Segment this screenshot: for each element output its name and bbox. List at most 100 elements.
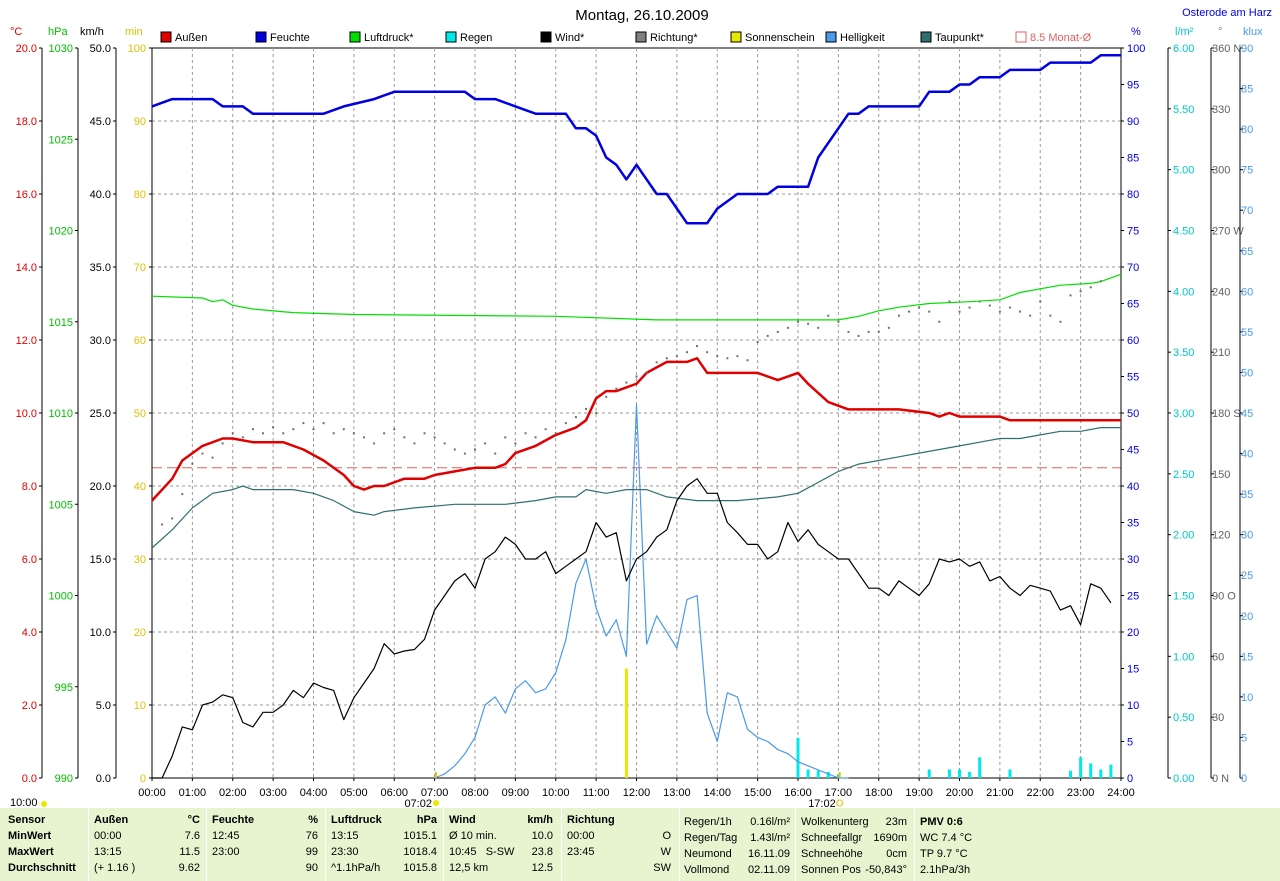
aussen-trend: (+ 1.16 ): [94, 862, 136, 874]
legend-swatch-8: [920, 31, 932, 43]
line-außen: [151, 357, 1121, 502]
rain-axis-label-0: 0.00: [1173, 773, 1194, 785]
dot-richtung-66: [827, 314, 830, 317]
dot-richtung-86: [1029, 314, 1032, 317]
rain-axis-label-2: 1.00: [1173, 651, 1194, 663]
dot-richtung-73: [897, 314, 900, 317]
time-markers: 10:00 07:02 17:02: [10, 772, 844, 808]
vollmond-value: 02.11.09: [747, 864, 790, 876]
x-label-18: 18:00: [865, 787, 893, 799]
aussen-avg-value: 9.62: [178, 862, 200, 874]
aussen-column: Außen °C 00:00 7.6 13:15 11.5 (+ 1.16 ) 9.62: [94, 812, 200, 876]
hpa-axis-label-7: 1025: [49, 134, 73, 146]
dot-richtung-84: [1008, 306, 1011, 309]
klux-axis-label-11: 55: [1241, 327, 1253, 339]
x-label-13: 13:00: [663, 787, 691, 799]
dot-richtung-87: [1039, 300, 1042, 303]
klux-axis-label-4: 20: [1241, 611, 1253, 623]
left-unit-1: hPa: [48, 26, 68, 38]
dot-richtung-75: [918, 306, 921, 309]
hpa-axis-label-6: 1020: [49, 226, 73, 238]
regen-tag-label: Regen/Tag: [684, 832, 738, 844]
dot-richtung-63: [797, 320, 799, 323]
sunrise-icon: [432, 800, 439, 806]
dot-richtung-68: [847, 330, 850, 333]
feuchte-column: Feuchte% 12:45 76 23:00 99 90: [212, 812, 318, 876]
dot-richtung-92: [1089, 286, 1092, 289]
legend-label-2: Luftdruck*: [364, 32, 414, 44]
pct-axis-label-15: 75: [1127, 226, 1139, 238]
luftdruck-max-time: 23:30: [331, 846, 359, 858]
bar-regen-14: [1099, 769, 1103, 778]
kmh-axis-label-5: 25.0: [90, 408, 111, 420]
x-label-2: 02:00: [219, 787, 247, 799]
dot-richtung-85: [1019, 310, 1022, 313]
dot-richtung-74: [908, 310, 911, 313]
dot-richtung-2: [181, 493, 184, 496]
dot-richtung-78: [948, 300, 951, 303]
sunrise-label: 07:02: [404, 798, 432, 808]
temp-axis-label-2: 4.0: [22, 627, 37, 639]
dot-richtung-49: [655, 361, 658, 364]
pct-axis-label-2: 10: [1127, 700, 1139, 712]
dot-richtung-17: [332, 432, 335, 435]
dot-richtung-10: [262, 432, 265, 435]
wind-max-time: 10:45 S-SW: [449, 846, 515, 858]
dot-richtung-60: [766, 334, 769, 337]
rain-axis-label-9: 4.50: [1173, 226, 1194, 238]
wind-max-value: 23.8: [531, 846, 553, 858]
chart-title: Montag, 26.10.2009: [575, 7, 708, 24]
wind-column: Wind km/h Ø 10 min. 10.0 10:45 S-SW 23.8 12…: [449, 812, 553, 876]
x-label-8: 08:00: [461, 787, 489, 799]
regen-1h-value: 0.16l/m²: [750, 816, 790, 828]
dot-richtung-69: [857, 334, 860, 337]
x-label-7: 07:00: [421, 787, 449, 799]
bar-regen-11: [1069, 770, 1073, 778]
dir-axis-label-9: 270 W: [1212, 226, 1244, 238]
dot-richtung-1: [171, 517, 174, 520]
taupunkt-value: TP 9.7 °C: [920, 848, 968, 860]
sensor-column: Sensor MinWert MaxWert Durchschnitt: [8, 812, 86, 876]
dot-richtung-67: [837, 320, 840, 323]
kmh-axis-label-2: 10.0: [90, 627, 111, 639]
neumond-value: 16.11.09: [747, 848, 790, 860]
location-link[interactable]: Osterode am Harz: [1182, 7, 1272, 19]
bar-regen-2: [816, 770, 820, 778]
pct-axis-label-12: 60: [1127, 335, 1139, 347]
temp-axis-label-0: 0.0: [22, 773, 37, 785]
pct-axis-label-6: 30: [1127, 554, 1139, 566]
dot-richtung-44: [605, 395, 608, 398]
pct-axis-label-16: 80: [1127, 189, 1139, 201]
x-label-12: 12:00: [623, 787, 651, 799]
x-label-22: 22:00: [1026, 787, 1054, 799]
richtung-avg-value: SW: [653, 862, 671, 874]
legend-label-7: Helligkeit: [840, 32, 885, 44]
richtung-head: Richtung: [567, 814, 615, 826]
wind-head: Wind: [449, 814, 476, 826]
aussen-max-time: 13:15: [94, 846, 122, 858]
rain-axis-label-5: 2.50: [1173, 469, 1194, 481]
bar-regen-5: [927, 769, 931, 778]
sun-hours-icon: [41, 801, 47, 807]
summary-panel: Sensor MinWert MaxWert Durchschnitt Auße…: [0, 808, 1280, 881]
dot-richtung-70: [867, 330, 870, 333]
pct-axis-label-0: 0: [1127, 773, 1133, 785]
pct-axis-label-17: 85: [1127, 153, 1139, 165]
dot-richtung-58: [746, 359, 749, 362]
klux-axis-label-9: 45: [1241, 408, 1253, 420]
klux-axis-label-10: 50: [1241, 367, 1253, 379]
dot-richtung-80: [968, 306, 971, 309]
series-group: [151, 54, 1122, 779]
dir-axis-label-0: 0 N: [1212, 773, 1229, 785]
min-axis-label-7: 70: [134, 262, 146, 274]
pct-axis-label-3: 15: [1127, 664, 1139, 676]
pct-axis-label-1: 5: [1127, 737, 1133, 749]
klux-axis-label-8: 40: [1241, 449, 1253, 461]
feuchte-min-value: 76: [305, 830, 318, 842]
x-label-10: 10:00: [542, 787, 570, 799]
dot-richtung-89: [1059, 320, 1062, 323]
dot-richtung-26: [423, 432, 426, 435]
min-axis-label-1: 10: [134, 700, 146, 712]
neumond-label: Neumond: [684, 848, 732, 860]
dot-richtung-51: [675, 355, 678, 358]
